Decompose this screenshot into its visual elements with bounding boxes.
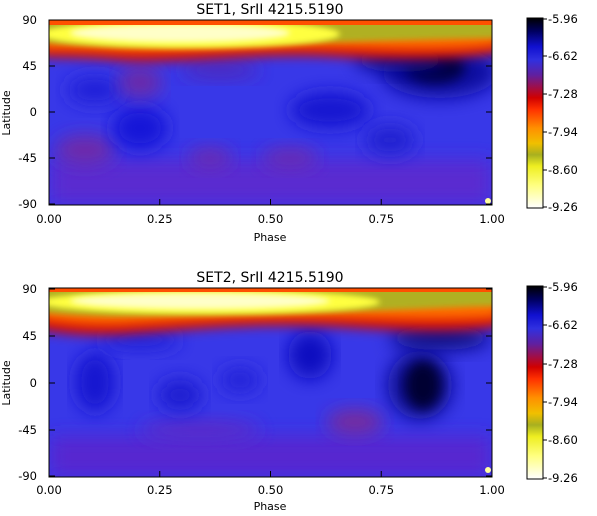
colorbar — [526, 17, 544, 209]
x-ticks — [48, 471, 493, 477]
heatmap-patch — [118, 66, 162, 98]
y-tick-label: -45 — [18, 423, 37, 437]
y-tick-label: -45 — [18, 151, 37, 165]
heatmap-patch — [188, 148, 232, 168]
y-axis-label: Latitude — [0, 360, 13, 406]
heatmap-spot — [158, 379, 202, 411]
colorbar — [526, 285, 544, 480]
heatmap-spot — [67, 76, 123, 104]
heatmap-patch — [140, 420, 260, 440]
heatmap-polar-white — [70, 293, 330, 309]
x-tick-label: 1.00 — [479, 212, 505, 226]
y-axis-label: Latitude — [0, 90, 13, 136]
y-ticks — [49, 19, 492, 205]
y-tick-label: -90 — [18, 469, 37, 483]
chart-title: SET1, SrII 4215.5190 — [196, 2, 343, 18]
heatmap-spot — [75, 352, 115, 412]
x-tick-label: 0.00 — [36, 212, 62, 226]
x-tick-label: 0.75 — [368, 483, 394, 497]
x-axis-label: Phase — [254, 231, 287, 244]
x-tick-label: 0.75 — [368, 212, 394, 226]
x-ticks — [48, 199, 493, 205]
heatmap-artifact — [485, 198, 491, 204]
colorbar-tick-label: -5.96 — [548, 280, 578, 294]
heatmap-set2 — [49, 288, 492, 477]
y-tick-label: 0 — [30, 376, 37, 390]
x-tick-label: 0.25 — [147, 483, 173, 497]
heatmap-spot — [220, 368, 260, 392]
y-tick-label: 45 — [22, 329, 37, 343]
panel-set1: SET1, SrII 4215.5190 — [0, 2, 578, 244]
colorbar-tick-label: -6.62 — [548, 49, 578, 63]
x-tick-label: 0.50 — [258, 212, 284, 226]
heatmap-patch — [262, 148, 318, 168]
colorbar-tick-label: -7.28 — [548, 87, 578, 101]
heatmap-polar-cap — [49, 20, 492, 25]
heatmap-polar-cap — [49, 288, 492, 292]
heatmap-spot — [390, 326, 490, 350]
heatmap-polar-white — [70, 24, 290, 42]
heatmap-artifact — [485, 467, 491, 473]
colorbar-tick-label: -6.62 — [548, 318, 578, 332]
colorbar-tick-label: -5.96 — [548, 12, 578, 26]
x-tick-label: 1.00 — [479, 483, 505, 497]
y-tick-label: 90 — [22, 282, 37, 296]
colorbar-tick-label: -9.26 — [548, 471, 578, 485]
x-axis-label: Phase — [254, 500, 287, 512]
heatmap-spot — [405, 361, 441, 409]
heatmap-patch — [180, 62, 260, 78]
y-ticks — [49, 288, 492, 477]
chart-title: SET2, SrII 4215.5190 — [196, 270, 343, 286]
y-tick-label: 90 — [22, 13, 37, 27]
colorbar-ticks — [543, 18, 547, 208]
colorbar-ticks — [543, 286, 547, 479]
heatmap-spot — [112, 106, 168, 150]
colorbar-tick-label: -8.60 — [548, 163, 578, 177]
heatmap-south-band — [49, 436, 492, 477]
heatmap-spot — [100, 330, 180, 350]
heatmap-patch — [55, 135, 115, 165]
colorbar-tick-label: -7.28 — [548, 357, 578, 371]
heatmap-set1 — [49, 20, 492, 205]
panel-set2: SET2, SrII 4215.5190 — [0, 270, 578, 513]
colorbar-tick-label: -9.26 — [548, 200, 578, 214]
heatmap-spot — [288, 331, 332, 379]
x-tick-label: 0.00 — [36, 483, 62, 497]
y-tick-label: -90 — [18, 197, 37, 211]
colorbar-tick-label: -7.94 — [548, 395, 578, 409]
heatmap-spot — [365, 125, 415, 155]
heatmap-spot — [290, 92, 370, 128]
colorbar-tick-label: -7.94 — [548, 125, 578, 139]
x-tick-label: 0.50 — [258, 483, 284, 497]
y-tick-label: 0 — [30, 105, 37, 119]
heatmap-patch — [327, 410, 383, 434]
y-tick-label: 45 — [22, 59, 37, 73]
colorbar-tick-label: -8.60 — [548, 433, 578, 447]
heatmap-south-band — [49, 160, 492, 205]
x-tick-label: 0.25 — [147, 212, 173, 226]
